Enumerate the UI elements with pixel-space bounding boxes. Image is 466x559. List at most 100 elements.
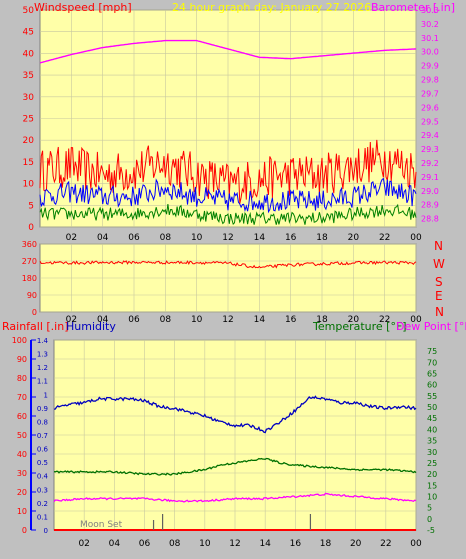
wind-x-tick-label: 16 xyxy=(285,233,297,243)
temperature-y-tick-label: 55 xyxy=(427,392,437,401)
temperature-x-tick-label: 02 xyxy=(78,539,89,549)
rain-y-tick-label: 0.3 xyxy=(37,486,48,494)
wind-x-tick-label: 22 xyxy=(379,233,390,243)
direction-x-tick-label: 14 xyxy=(254,315,266,325)
temperature-y-tick-label: 70 xyxy=(427,358,437,367)
rain-axis-title: Rainfall [.in] xyxy=(2,320,69,333)
direction-grid xyxy=(40,243,417,313)
temperature-x-tick-label: 08 xyxy=(169,539,181,549)
temperature-y-tick-label: 10 xyxy=(427,492,437,501)
temperature-y-tick-label: 45 xyxy=(427,414,437,423)
wind-y-tick-label: 45 xyxy=(23,28,34,38)
temperature-y-tick-label: 60 xyxy=(427,381,437,390)
humidity-y-axis: 0 10 20 30 40 50 60 70 80 90 100 xyxy=(12,336,36,535)
barometer-y-tick-label: 30.0 xyxy=(421,48,439,57)
event-marks xyxy=(152,514,312,530)
rain-y-tick-label: 1.3 xyxy=(37,351,48,359)
wind-x-tick-label: 20 xyxy=(348,233,360,243)
barometer-y-tick-label: 30.3 xyxy=(421,6,439,15)
direction-y-tick-label: 0 xyxy=(32,308,37,317)
rain-y-tick-label: 0.9 xyxy=(37,405,48,413)
barometer-y-tick-label: 30.2 xyxy=(421,20,439,29)
direction-y-tick-label: 90 xyxy=(27,291,37,300)
low-line xyxy=(39,203,417,226)
rain-y-tick-label: 0.1 xyxy=(37,513,48,521)
wind-x-tick-label: 08 xyxy=(160,233,172,243)
barometer-axis-title: Barometer [.in] xyxy=(371,1,455,14)
moon-set-label: Moon Set xyxy=(80,520,123,530)
temperature-y-tick-label: 50 xyxy=(427,403,437,412)
barometer-y-tick-label: 29.6 xyxy=(421,103,439,112)
direction-y-axis: 0 90 180 270 360 xyxy=(22,240,37,317)
barometer-line xyxy=(39,39,417,64)
humidity-y-tick-label: 20 xyxy=(17,488,27,497)
temperature-y-tick-label: 25 xyxy=(427,459,437,468)
wind-y-tick-label: 10 xyxy=(23,180,35,190)
gust-line xyxy=(39,139,417,204)
direction-y-tick-label: 270 xyxy=(22,257,37,266)
direction-x-tick-label: 06 xyxy=(128,315,140,325)
wind-y-tick-label: 30 xyxy=(23,93,35,103)
temperature-line xyxy=(53,457,417,476)
direction-x-tick-label: 10 xyxy=(191,315,203,325)
humidity-axis-title: Humidity xyxy=(66,320,116,333)
temperature-y-tick-label: 5 xyxy=(427,504,432,513)
direction-x-tick-label: 16 xyxy=(285,315,297,325)
compass-letter-n-bottom: N xyxy=(435,305,444,319)
rain-y-tick-label: 1.4 xyxy=(37,337,49,345)
direction-x-tick-label: 22 xyxy=(379,315,390,325)
direction-x-tick-label: 00 xyxy=(410,315,422,325)
wind-y-tick-label: 20 xyxy=(23,136,35,146)
dewpoint-axis-title: Dew Point [°F] xyxy=(396,320,466,333)
wind-y-tick-label: 25 xyxy=(23,115,34,125)
compass-letter-n-top: N xyxy=(434,239,443,253)
barometer-y-tick-label: 30.1 xyxy=(421,34,439,43)
wind-y-tick-label: 40 xyxy=(23,49,35,59)
temperature-x-tick-label: 16 xyxy=(290,539,302,549)
compass-letter-e: E xyxy=(435,289,443,303)
humidity-y-tick-label: 90 xyxy=(17,355,27,364)
wind-x-tick-label: 18 xyxy=(316,233,328,243)
direction-x-tick-label: 04 xyxy=(97,315,109,325)
barometer-y-axis: 28.8 28.9 29.0 29.1 29.2 29.3 29.4 29.5 29.6 29.7… xyxy=(421,6,439,224)
direction-line xyxy=(39,260,417,269)
barometer-y-tick-label: 28.9 xyxy=(421,201,439,210)
temperature-y-tick-label: 65 xyxy=(427,370,437,379)
temperature-x-tick-label: 04 xyxy=(109,539,121,549)
wind-y-tick-label: 35 xyxy=(23,71,34,81)
humidity-y-tick-label: 50 xyxy=(17,431,27,440)
chart-title: 24 hour graph day: January 27 2026 xyxy=(172,1,371,14)
humidity-y-tick-label: 30 xyxy=(17,469,27,478)
direction-x-tick-label: 02 xyxy=(66,315,77,325)
humidity-y-tick-label: 60 xyxy=(17,412,27,421)
direction-y-tick-label: 180 xyxy=(22,274,37,283)
direction-series-group xyxy=(39,260,417,269)
temperature-x-tick-label: 12 xyxy=(229,539,240,549)
barometer-y-tick-label: 28.8 xyxy=(421,215,439,224)
humidity-y-tick-label: 40 xyxy=(17,450,27,459)
wind-x-axis: 02 04 06 08 10 12 14 16 18 20 22 00 xyxy=(66,233,422,243)
humidity-y-tick-label: 80 xyxy=(17,374,27,383)
humidity-y-tick-label: 70 xyxy=(17,393,27,402)
temperature-x-tick-label: 00 xyxy=(410,539,422,549)
wind-y-tick-label: 5 xyxy=(28,201,34,211)
wind-x-tick-label: 06 xyxy=(128,233,140,243)
humidity-y-tick-label: 0 xyxy=(22,526,27,535)
wind-axis-title: Windspeed [mph] xyxy=(34,1,132,14)
humidity-y-tick-label: 100 xyxy=(12,336,27,345)
temperature-series-group xyxy=(53,395,417,531)
temperature-y-tick-label: 15 xyxy=(427,481,437,490)
direction-x-tick-label: 20 xyxy=(348,315,360,325)
rain-y-tick-label: 0.7 xyxy=(37,432,48,440)
wind-x-tick-label: 10 xyxy=(191,233,203,243)
temperature-x-tick-label: 10 xyxy=(199,539,211,549)
direction-y-tick-label: 360 xyxy=(22,240,37,249)
barometer-y-tick-label: 29.4 xyxy=(421,131,439,140)
direction-x-tick-label: 12 xyxy=(222,315,233,325)
temperature-y-tick-label: -5 xyxy=(427,526,435,535)
wind-y-tick-label: 0 xyxy=(28,223,34,233)
temperature-axis-title: Temperature [°F] xyxy=(312,320,407,333)
rain-y-tick-label: 1.1 xyxy=(37,378,48,386)
